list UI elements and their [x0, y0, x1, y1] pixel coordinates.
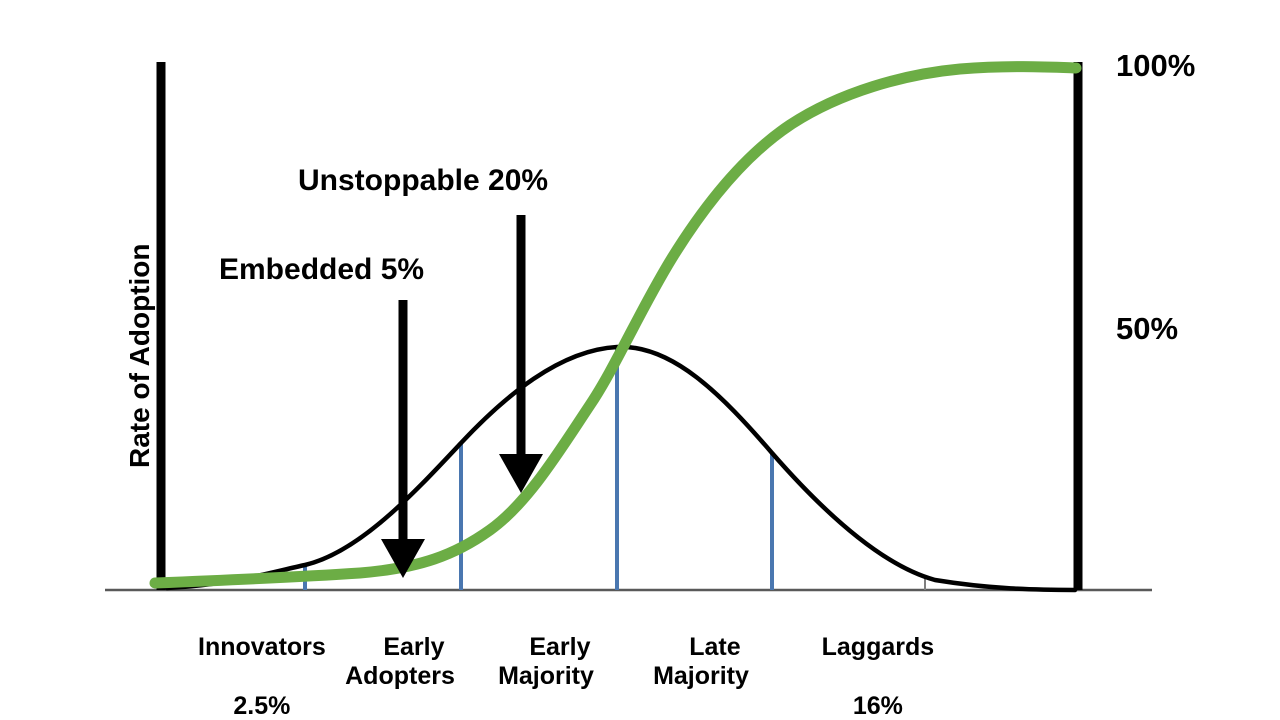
category-label-early-adopters: Early Adopters 13.5%: [288, 603, 512, 720]
category-name-late-majority: Late Majority: [653, 632, 749, 691]
category-label-innovators: Innovators 2.5%: [133, 603, 363, 720]
category-name-early-adopters: Early Adopters: [345, 632, 455, 691]
bell-curve-rate-of-adoption: [164, 344, 1078, 593]
unstoppable-annotation-label: Unstoppable 20%: [298, 164, 549, 197]
category-label-laggards: Laggards 16%: [758, 603, 970, 720]
category-pct-laggards: 16%: [852, 691, 903, 720]
y-axis-label: Rate of Adoption: [124, 243, 155, 468]
right-axis-100-percent-label: 100%: [1116, 48, 1196, 83]
category-name-early-majority: Early Majority: [498, 632, 594, 691]
s-curve-cumulative-adoption: [149, 61, 1082, 589]
category-pct-innovators: 2.5%: [233, 691, 291, 720]
category-label-late-majority: Late Majority 34%: [597, 603, 805, 720]
right-axis-50-percent-label: 50%: [1116, 311, 1179, 346]
category-name-innovators: Innovators: [198, 632, 326, 661]
embedded-annotation-arrow: [381, 300, 425, 578]
category-name-laggards: Laggards: [821, 632, 935, 661]
embedded-annotation-label: Embedded 5%: [219, 253, 425, 286]
unstoppable-annotation-arrow: [499, 215, 543, 493]
category-label-early-majority: Early Majority 34%: [440, 603, 652, 720]
